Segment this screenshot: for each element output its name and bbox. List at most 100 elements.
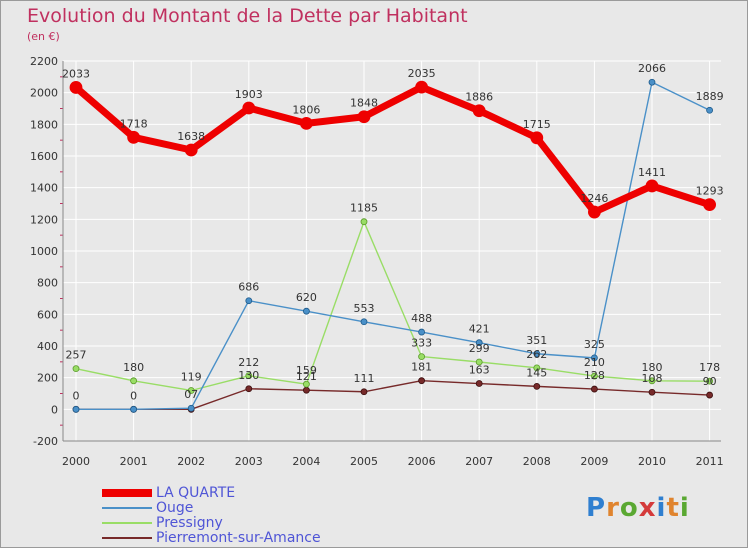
data-label-pierremont-sur-amance: 163 xyxy=(469,364,490,377)
logo-letter: i xyxy=(679,493,690,523)
legend-swatch-ouge xyxy=(102,507,152,509)
proxiti-logo: Proxiti xyxy=(586,493,690,523)
data-label-ouge: 325 xyxy=(584,338,605,351)
data-label-la-quarte: 1903 xyxy=(235,88,263,101)
data-point-ouge xyxy=(72,405,80,413)
data-label-la-quarte: 1411 xyxy=(638,166,666,179)
data-label-pressigny: 333 xyxy=(411,337,432,350)
data-point-la-quarte xyxy=(703,198,716,212)
data-label-pressigny: 180 xyxy=(123,361,144,374)
series-line-la-quarte xyxy=(73,83,711,216)
legend-label-la-quarte: LA QUARTE xyxy=(156,485,236,501)
logo-letter: o xyxy=(619,493,639,523)
logo-letter: i xyxy=(656,493,667,523)
data-label-ouge: 553 xyxy=(354,302,375,315)
data-label-la-quarte: 1638 xyxy=(177,130,205,143)
x-tick-label: 2000 xyxy=(62,455,90,468)
data-point-pierremont-sur-amance xyxy=(302,386,310,394)
data-label-pressigny: 159 xyxy=(296,364,317,377)
data-point-la-quarte xyxy=(184,143,198,157)
chart-subtitle: (en €) xyxy=(27,30,60,43)
logo-letter: x xyxy=(638,493,657,523)
y-tick-label: 200 xyxy=(37,372,58,385)
data-label-la-quarte: 1715 xyxy=(523,118,551,131)
x-tick-label: 2004 xyxy=(292,455,320,468)
data-point-pressigny xyxy=(245,372,253,380)
data-point-pressigny xyxy=(475,358,483,366)
data-label-pierremont-sur-amance: 145 xyxy=(526,366,547,379)
data-point-pressigny xyxy=(360,218,368,226)
x-tick-label: 2011 xyxy=(696,455,724,468)
data-point-ouge xyxy=(475,339,483,347)
legend-item-la-quarte: LA QUARTE xyxy=(102,485,235,501)
data-label-pressigny: 210 xyxy=(584,356,605,369)
data-label-pressigny: 257 xyxy=(66,349,87,362)
data-point-pierremont-sur-amance xyxy=(475,380,483,387)
legend-swatch-pressigny xyxy=(102,522,152,524)
data-label-la-quarte: 2035 xyxy=(408,67,436,80)
data-point-ouge xyxy=(187,404,195,412)
y-tick-label: 1000 xyxy=(30,245,58,258)
data-point-pierremont-sur-amance xyxy=(591,385,598,393)
data-label-ouge: 351 xyxy=(526,334,547,347)
y-tick-label: 600 xyxy=(37,308,58,321)
data-label-ouge: 1889 xyxy=(696,90,724,103)
y-tick-label: 1400 xyxy=(30,182,58,195)
x-tick-label: 2007 xyxy=(465,455,493,468)
data-label-la-quarte: 1848 xyxy=(350,97,378,110)
data-label-pierremont-sur-amance: 181 xyxy=(411,361,432,374)
data-point-ouge xyxy=(130,405,138,413)
data-point-ouge xyxy=(706,106,713,114)
data-label-ouge: 0 xyxy=(73,389,80,402)
data-point-ouge xyxy=(302,307,310,315)
data-point-ouge xyxy=(418,328,426,336)
logo-letter: P xyxy=(586,493,607,523)
chart-title: Evolution du Montant de la Dette par Hab… xyxy=(27,5,468,27)
y-tick-label: 2200 xyxy=(30,55,58,68)
data-point-pierremont-sur-amance xyxy=(245,385,253,393)
y-tick-label: 0 xyxy=(51,403,58,416)
data-label-pressigny: 1185 xyxy=(350,202,378,215)
data-point-ouge xyxy=(648,78,656,86)
data-point-pierremont-sur-amance xyxy=(648,388,656,396)
data-point-ouge xyxy=(591,354,598,362)
data-point-la-quarte xyxy=(530,131,544,145)
y-tick-label: 400 xyxy=(37,340,58,353)
data-label-pressigny: 212 xyxy=(238,356,259,369)
y-tick-label: 1800 xyxy=(30,118,58,131)
data-point-pressigny xyxy=(72,365,80,373)
legend-label-pierremont: Pierremont-sur-Amance xyxy=(156,530,321,546)
series-line-pierremont-sur-amance xyxy=(76,379,710,411)
data-point-la-quarte xyxy=(127,130,141,144)
data-label-la-quarte: 1246 xyxy=(580,192,608,205)
data-label-pierremont-sur-amance: 130 xyxy=(238,369,259,382)
data-point-pressigny xyxy=(130,377,138,385)
data-point-pressigny xyxy=(418,353,426,361)
data-label-pressigny: 178 xyxy=(699,361,720,374)
legend-label-pressigny: Pressigny xyxy=(156,515,223,531)
x-tick-label: 2001 xyxy=(120,455,148,468)
data-label-pressigny: 180 xyxy=(642,361,663,374)
logo-letter: r xyxy=(606,493,620,523)
data-label-ouge: 686 xyxy=(238,281,259,294)
data-point-la-quarte xyxy=(645,179,659,193)
data-label-ouge: 620 xyxy=(296,291,317,304)
data-label-ouge: 07 xyxy=(184,388,198,401)
data-label-la-quarte: 2033 xyxy=(62,67,90,80)
logo-letter: t xyxy=(666,493,680,523)
data-label-ouge: 0 xyxy=(130,389,137,402)
data-point-la-quarte xyxy=(588,205,601,219)
data-label-ouge: 421 xyxy=(469,323,490,336)
data-point-pressigny xyxy=(648,377,656,385)
data-point-la-quarte xyxy=(242,101,256,115)
data-point-pierremont-sur-amance xyxy=(418,377,426,385)
legend-item-ouge: Ouge xyxy=(102,500,193,516)
data-label-la-quarte: 1718 xyxy=(120,117,148,130)
data-label-la-quarte: 1806 xyxy=(292,103,320,116)
data-label-pierremont-sur-amance: 90 xyxy=(703,375,717,388)
data-point-pressigny xyxy=(706,377,713,385)
x-tick-label: 2008 xyxy=(523,455,551,468)
x-tick-label: 2006 xyxy=(408,455,436,468)
data-point-pierremont-sur-amance xyxy=(360,388,368,396)
data-label-pressigny: 119 xyxy=(181,370,202,383)
